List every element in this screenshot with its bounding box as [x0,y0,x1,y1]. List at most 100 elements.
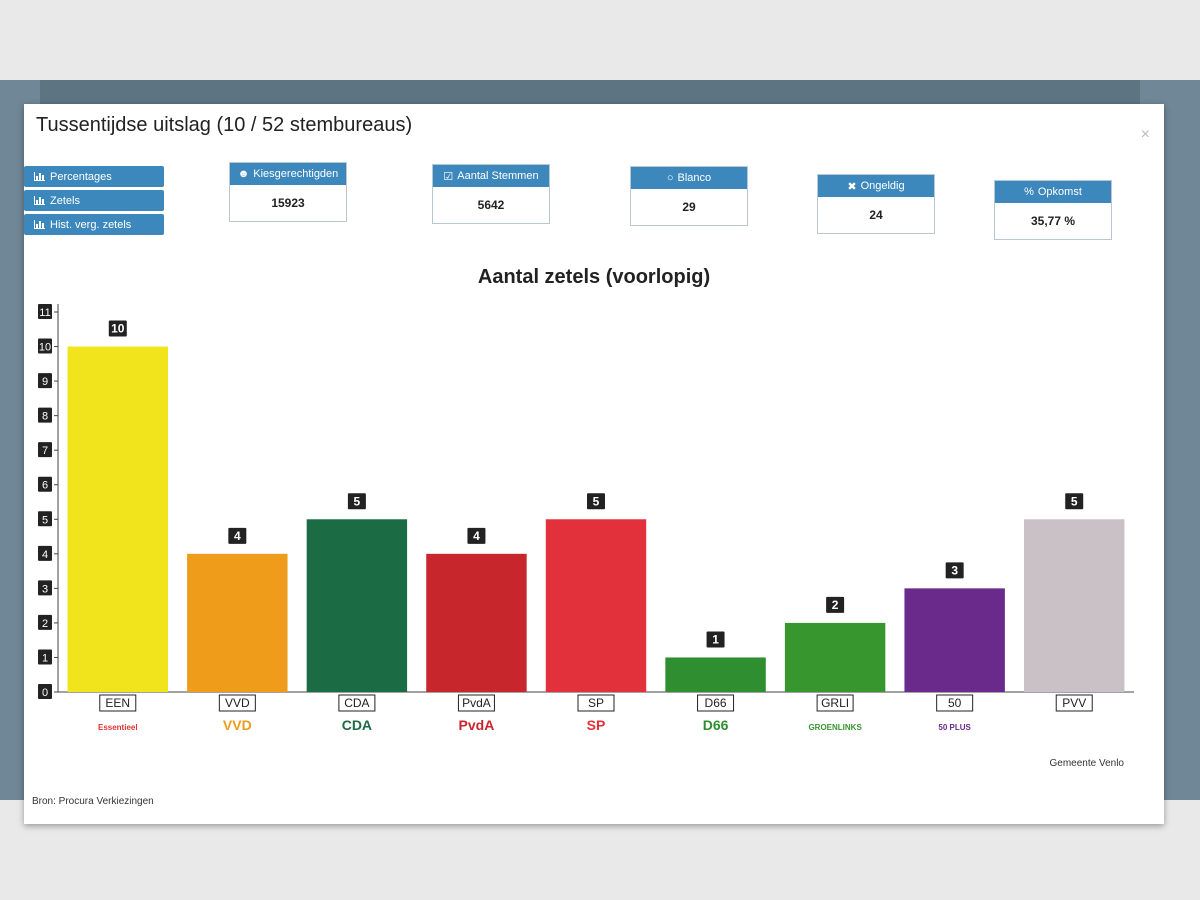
category-label-box [816,694,854,712]
party-logo: Essentieel [98,723,138,732]
stat-blank: ○ Blanco 29 [630,166,748,226]
data-label: 2 [832,598,839,612]
bar-50 [904,588,1005,692]
category-label: VVD [225,696,250,710]
category-label: D66 [705,696,727,710]
y-tick-label: 4 [42,549,48,561]
source-label: Bron: Procura Verkiezingen [32,796,154,807]
data-label: 1 [712,632,719,646]
users-icon: ☻ [237,168,250,180]
y-tick-label-bg [38,614,52,630]
stat-invalid: ✖ Ongeldig 24 [817,174,935,234]
y-tick-label: 2 [42,618,48,630]
category-label: 50 [948,696,962,710]
y-tick-label-bg [38,442,52,458]
y-tick-label-bg [38,338,52,354]
bar-d66 [665,657,766,692]
y-tick-label: 1 [42,652,48,664]
bar-pvv [1024,519,1125,692]
data-label: 5 [354,494,361,508]
data-label-bg [706,631,725,648]
y-tick-label-bg [38,580,52,596]
category-label-box [1055,694,1093,712]
y-tick-label-bg [38,476,52,492]
data-label-bg [467,527,486,544]
y-tick-label-bg [38,407,52,423]
x-icon: ✖ [847,180,857,193]
percentages-button[interactable]: Percentages [24,166,164,187]
y-tick-label-bg [38,545,52,561]
category-label-box [338,694,376,712]
bar-chart-icon [34,172,45,181]
party-logo: D66 [703,717,729,733]
y-tick-label: 9 [42,376,48,388]
y-tick-label: 10 [39,342,51,354]
percent-icon: % [1024,186,1034,198]
party-logo: VVD [223,717,252,733]
results-dialog: Tussentijdse uitslag (10 / 52 stembureau… [24,104,1164,824]
chart-title: Aantal zetels (voorlopig) [477,266,711,288]
stat-votes-cast: ☑ Aantal Stemmen 5642 [432,164,550,224]
category-label: CDA [344,696,369,710]
category-label: EEN [105,696,130,710]
y-tick-label: 3 [42,583,48,595]
bar-pvda [426,553,527,692]
category-label-box [218,694,256,712]
data-label: 5 [1071,494,1078,508]
y-tick-label: 7 [42,445,48,457]
party-logo: PvdA [459,717,495,733]
stat-turnout: % Opkomst 35,77 % [994,180,1112,240]
category-label-box [936,694,974,712]
y-tick-label: 8 [42,411,48,423]
seats-bar-chart: 0 1 2 3 4 5 6 7 8 9 10 11 10 EEN Essentieel 4 VVD VVD 5 CDA… [38,304,1134,733]
category-label-box [99,694,137,712]
y-tick-label-bg [38,304,52,319]
category-label: SP [588,696,604,710]
data-label: 4 [473,529,480,543]
y-tick-label-bg [38,511,52,527]
y-tick-label: 6 [42,480,48,492]
bar-grli [784,622,886,692]
category-label: PVV [1062,696,1086,710]
category-label-box [457,694,495,712]
party-logo: SP [587,717,606,733]
y-tick-label: 0 [42,687,48,699]
dialog-title: Tussentijdse uitslag (10 / 52 stembureau… [36,114,413,136]
party-logo: 50 PLUS [938,723,971,732]
bar-sp [545,519,647,692]
category-label-box [577,694,615,712]
y-tick-label: 11 [39,307,50,319]
data-label: 5 [593,494,600,508]
data-label: 4 [234,529,241,543]
party-logo: GROENLINKS [808,723,862,732]
data-label: 10 [111,322,125,336]
y-tick-label-bg [38,649,52,665]
data-label-bg [587,493,605,510]
data-label: 3 [951,563,958,577]
stat-eligible-voters: ☻ Kiesgerechtigden 15923 [229,162,347,222]
category-label: PvdA [462,696,491,710]
y-tick-label-bg [38,684,52,699]
data-label-bg [826,596,845,613]
y-tick-label: 5 [42,514,48,526]
close-icon[interactable]: × [1140,126,1150,143]
category-label-box [697,694,735,712]
data-label-bg [228,527,247,544]
municipality-label: Gemeente Venlo [1049,758,1125,769]
bar-cda [306,519,408,692]
bar-een [67,346,168,692]
category-label: GRLI [821,696,849,710]
party-logo: CDA [342,717,372,733]
historic-comparison-button[interactable]: Hist. verg. zetels [24,214,164,235]
bar-chart-icon [34,196,45,205]
circle-icon: ○ [666,172,674,184]
data-label-bg [108,320,127,337]
bar-chart-icon [34,220,45,229]
data-label-bg [347,493,366,510]
y-tick-label-bg [38,373,52,389]
data-label-bg [945,562,964,579]
check-square-icon: ☑ [443,170,454,183]
bar-vvd [187,553,288,692]
data-label-bg [1065,493,1084,510]
seats-button[interactable]: Zetels [24,190,164,211]
